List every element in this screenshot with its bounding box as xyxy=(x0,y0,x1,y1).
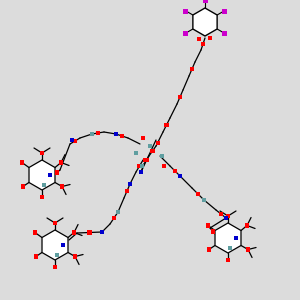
Bar xyxy=(140,164,144,168)
Polygon shape xyxy=(29,160,55,190)
Bar xyxy=(234,236,238,240)
Bar xyxy=(137,164,142,168)
Bar xyxy=(21,184,25,189)
Bar xyxy=(202,198,206,202)
Bar xyxy=(178,174,182,178)
Polygon shape xyxy=(193,8,217,36)
Bar xyxy=(201,42,205,46)
Bar xyxy=(53,265,57,269)
Bar xyxy=(112,216,116,220)
Bar xyxy=(222,8,226,14)
Bar xyxy=(197,37,201,41)
Bar xyxy=(148,144,152,148)
Bar xyxy=(73,139,77,143)
Bar xyxy=(178,95,182,99)
Bar xyxy=(34,254,38,259)
Bar xyxy=(87,230,92,235)
Bar xyxy=(42,183,46,187)
Bar xyxy=(70,138,74,142)
Bar xyxy=(61,243,65,247)
Bar xyxy=(114,132,118,136)
Bar xyxy=(139,170,143,174)
Bar xyxy=(116,210,120,214)
Bar xyxy=(246,247,250,252)
Bar xyxy=(128,182,132,186)
Bar xyxy=(40,151,44,155)
Bar xyxy=(245,223,249,228)
Polygon shape xyxy=(215,223,241,253)
Bar xyxy=(40,195,44,199)
Bar xyxy=(134,151,138,155)
Bar xyxy=(208,36,212,40)
Bar xyxy=(100,230,104,234)
Bar xyxy=(60,184,64,189)
Polygon shape xyxy=(42,230,68,260)
Bar xyxy=(222,31,226,35)
Bar xyxy=(211,229,215,234)
Bar xyxy=(59,160,63,165)
Bar xyxy=(183,31,188,35)
Bar xyxy=(33,230,37,235)
Bar xyxy=(55,253,59,257)
Bar xyxy=(164,123,169,127)
Bar xyxy=(141,136,145,140)
Bar xyxy=(207,247,211,252)
Bar xyxy=(55,170,59,175)
Bar xyxy=(183,8,188,14)
Bar xyxy=(228,246,232,250)
Bar xyxy=(160,154,164,158)
Bar xyxy=(219,212,223,216)
Bar xyxy=(73,254,77,259)
Bar xyxy=(90,132,94,136)
Bar xyxy=(150,149,155,153)
Bar xyxy=(190,67,194,71)
Bar xyxy=(143,158,147,162)
Bar xyxy=(226,258,230,262)
Bar xyxy=(162,164,166,168)
Bar xyxy=(48,173,52,177)
Bar xyxy=(53,221,57,225)
Bar xyxy=(226,214,230,218)
Bar xyxy=(224,216,228,220)
Bar xyxy=(173,169,177,173)
Bar xyxy=(125,189,129,193)
Bar xyxy=(96,131,100,135)
Bar xyxy=(156,141,160,145)
Bar xyxy=(202,0,208,2)
Bar xyxy=(20,160,24,165)
Bar xyxy=(196,192,200,196)
Bar xyxy=(144,158,149,162)
Bar xyxy=(120,134,124,138)
Bar xyxy=(206,223,210,228)
Bar xyxy=(72,230,76,235)
